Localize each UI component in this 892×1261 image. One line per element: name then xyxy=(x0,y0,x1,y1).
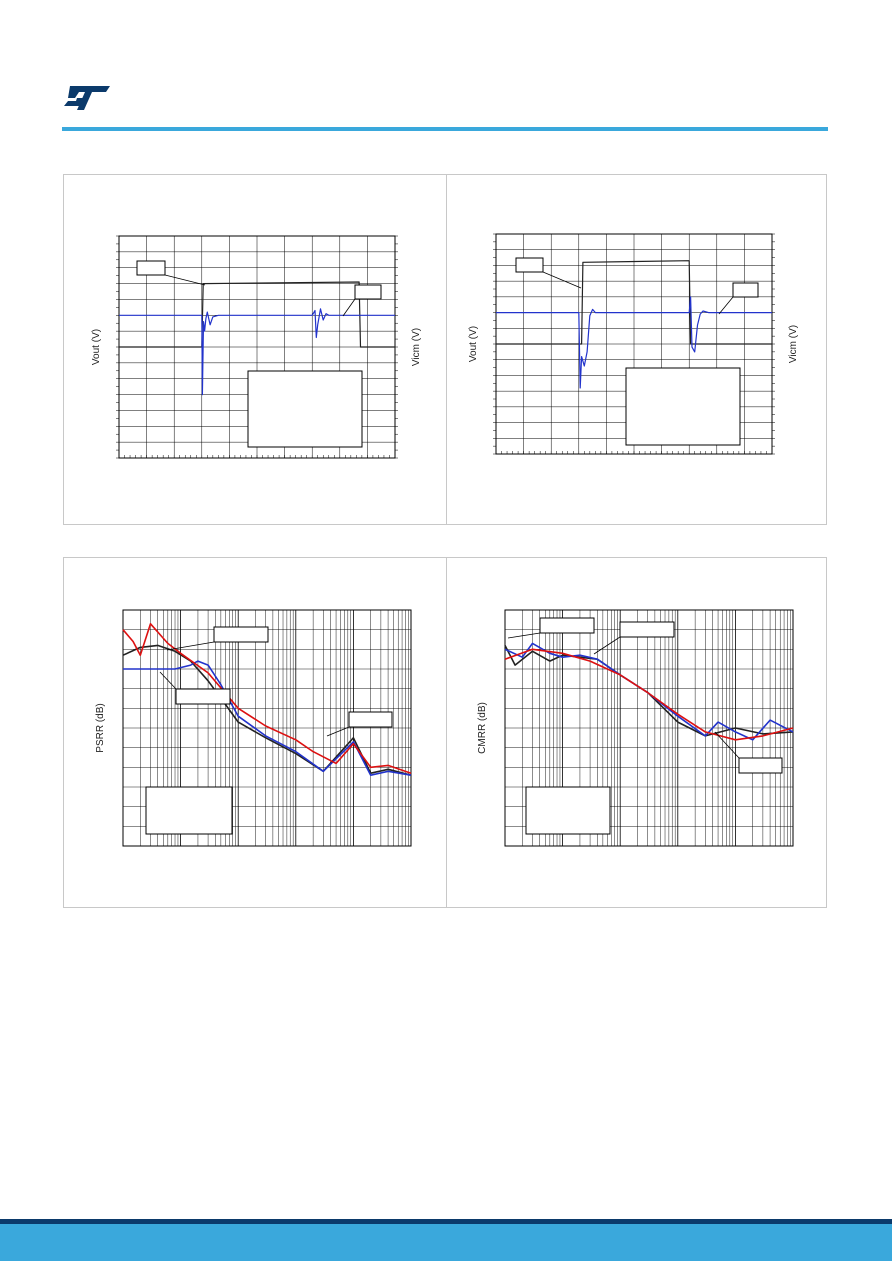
callout-box xyxy=(175,688,231,705)
chart-psrr: PSRR (dB) xyxy=(85,602,430,852)
callout-box xyxy=(354,284,382,300)
callout-leader xyxy=(542,271,582,289)
panel-divider xyxy=(446,558,447,907)
figure-row-rejection xyxy=(63,557,827,908)
series-line-1 xyxy=(119,281,395,348)
y-axis-label: Vout (V) xyxy=(91,329,102,365)
callout-box xyxy=(732,282,759,298)
conditions-box xyxy=(625,367,741,446)
callout-box xyxy=(619,621,675,638)
y-axis-label: PSRR (dB) xyxy=(95,703,106,752)
y2-axis-label: Vicm (V) xyxy=(411,328,422,366)
callout-leader xyxy=(718,296,734,315)
y2-axis-label: Vicm (V) xyxy=(788,325,799,363)
st-logo-icon xyxy=(64,86,110,110)
callout-box xyxy=(515,257,544,273)
chart-vout-vicm-transient-1: Vout (V) Vicm (V) xyxy=(85,228,430,468)
footer-rule xyxy=(0,1219,892,1224)
callout-box xyxy=(539,617,595,634)
series-line-3 xyxy=(504,648,794,741)
series-line-2 xyxy=(123,660,412,776)
series-line-2 xyxy=(119,308,395,396)
callout-box xyxy=(348,711,393,728)
callout-leader xyxy=(159,671,177,690)
callout-leader xyxy=(164,274,206,286)
callout-leader xyxy=(166,641,215,651)
callout-leader xyxy=(714,731,740,759)
conditions-box xyxy=(525,786,611,835)
panel-divider xyxy=(446,175,447,524)
conditions-box xyxy=(247,370,363,448)
series-line-1 xyxy=(122,644,412,776)
y-axis-label: Vout (V) xyxy=(468,326,479,362)
callout-leader xyxy=(326,726,350,737)
series-line-1 xyxy=(496,260,772,345)
conditions-box xyxy=(145,786,233,835)
callout-box xyxy=(738,757,783,774)
chart-vout-vicm-transient-2: Vout (V) Vicm (V) xyxy=(466,228,811,468)
callout-leader xyxy=(342,298,356,317)
series-line-3 xyxy=(122,622,412,774)
footer-band xyxy=(0,1219,892,1261)
callout-box xyxy=(136,260,166,276)
figure-row-transient xyxy=(63,174,827,525)
callout-leader xyxy=(593,636,621,655)
chart-cmrr: CMRR (dB) xyxy=(466,602,811,852)
callout-box xyxy=(213,626,269,643)
callout-leader xyxy=(507,632,541,639)
header-rule xyxy=(62,127,828,131)
series-line-2 xyxy=(496,296,772,389)
y-axis-label: CMRR (dB) xyxy=(477,702,488,754)
